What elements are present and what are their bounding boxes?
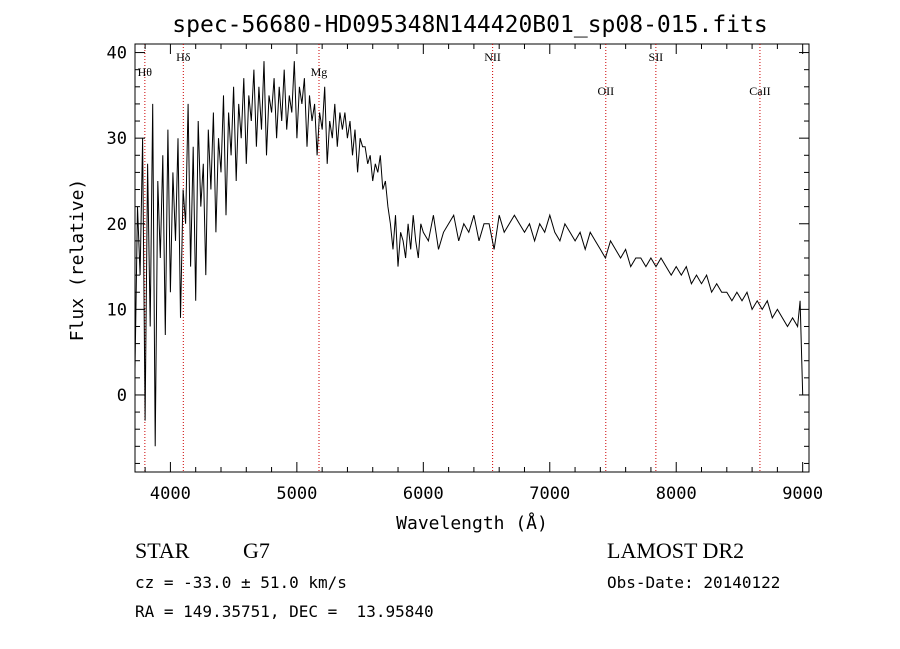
y-tick-label: 20 [107, 215, 127, 235]
observation-date: Obs-Date: 20140122 [607, 573, 781, 592]
y-axis-label: Flux (relative) [67, 179, 88, 342]
x-tick-label: 4000 [150, 484, 191, 504]
vline-label: CaII [749, 84, 770, 98]
vline-label: Hθ [138, 65, 153, 79]
y-axis: 0 10 20 30 40 [107, 44, 809, 464]
vline-label: Mg [311, 65, 328, 79]
x-tick-label: 5000 [276, 484, 317, 504]
object-subclass: G7 [243, 538, 270, 563]
x-axis: 4000 5000 6000 7000 8000 9000 [144, 44, 823, 504]
x-tick-label: 9000 [782, 484, 823, 504]
survey-name: LAMOST DR2 [607, 538, 745, 563]
y-tick-label: 30 [107, 129, 127, 149]
vline-label: NII [484, 50, 501, 64]
y-tick-label: 40 [107, 44, 127, 64]
redshift-cz: cz = -33.0 ± 51.0 km/s [135, 573, 347, 592]
y-tick-label: 10 [107, 300, 127, 320]
x-tick-label: 6000 [403, 484, 444, 504]
x-tick-label: 8000 [656, 484, 697, 504]
vline-label: SII [649, 50, 664, 64]
y-tick-label: 0 [117, 386, 127, 406]
plot-frame [134, 43, 810, 473]
x-axis-label: Wavelength (Å) [396, 512, 548, 534]
vline-label: Hδ [176, 50, 191, 64]
spectrum-line [134, 61, 804, 447]
spectrum-series [134, 61, 804, 447]
chart-title: spec-56680-HD095348N144420B01_sp08-015.f… [172, 12, 767, 38]
x-tick-label: 7000 [529, 484, 570, 504]
object-class: STAR [135, 538, 190, 563]
coordinates: RA = 149.35751, DEC = 13.95840 [135, 602, 434, 621]
vline-label: OII [597, 84, 614, 98]
